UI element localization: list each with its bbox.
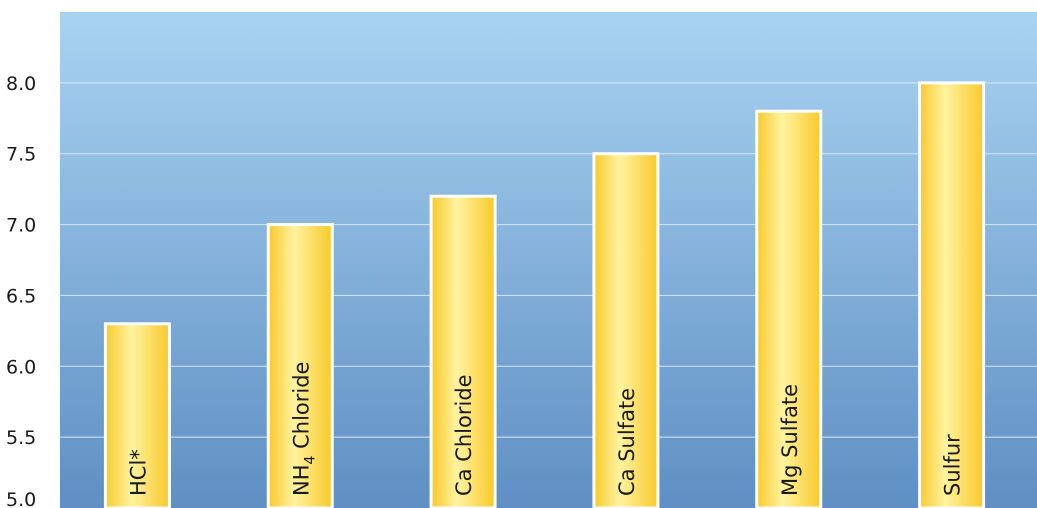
y-tick-label: 6.5 xyxy=(6,285,36,307)
bar-3 xyxy=(592,152,660,508)
plot-area xyxy=(60,12,1037,508)
category-label: NH4 Chloride xyxy=(289,362,318,496)
category-label: HCl* xyxy=(126,449,150,496)
bar-1 xyxy=(266,223,334,508)
grid-lines xyxy=(60,82,1037,438)
y-tick-label: 7.0 xyxy=(6,215,36,237)
y-axis-ticks: 5.0 5.5 6.0 6.5 7.0 7.5 8.0 xyxy=(6,73,36,508)
bar-0 xyxy=(103,322,171,508)
y-tick-label: 5.5 xyxy=(6,427,36,449)
y-tick-label: 5.0 xyxy=(6,489,36,508)
bar-labels: HCl* NH4 Chloride Ca Chloride Ca Sulfate Mg … xyxy=(126,362,964,496)
bars xyxy=(103,81,986,508)
category-label: Ca Sulfate xyxy=(615,388,639,496)
y-tick-label: 7.5 xyxy=(6,144,36,166)
category-label: Ca Chloride xyxy=(452,374,476,496)
y-tick-label: 6.0 xyxy=(6,356,36,378)
y-tick-label: 8.0 xyxy=(6,73,36,95)
category-label: Sulfur xyxy=(941,434,965,496)
category-label: Mg Sulfate xyxy=(778,384,802,496)
bar-4 xyxy=(755,109,823,508)
bar-5 xyxy=(918,81,986,508)
bar-2 xyxy=(429,194,497,508)
